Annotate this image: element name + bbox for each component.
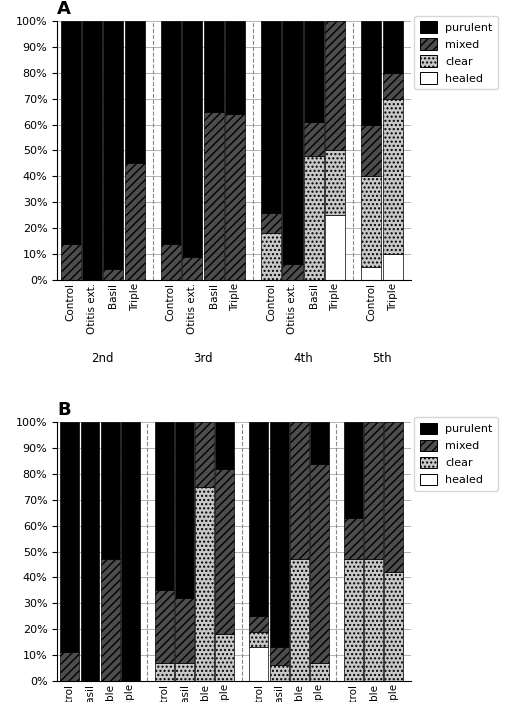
Bar: [304, 156, 324, 280]
Bar: [60, 422, 79, 652]
Bar: [175, 598, 194, 663]
Bar: [361, 21, 381, 124]
Bar: [361, 124, 381, 176]
Bar: [204, 21, 224, 112]
Bar: [269, 647, 289, 665]
Bar: [325, 150, 345, 215]
Text: 2nd: 2nd: [92, 352, 114, 365]
Bar: [304, 122, 324, 156]
Bar: [125, 21, 145, 164]
Text: 3rd: 3rd: [193, 352, 213, 365]
Bar: [103, 21, 123, 270]
Bar: [384, 422, 403, 572]
Bar: [290, 559, 309, 681]
Bar: [250, 616, 268, 632]
Bar: [195, 487, 214, 681]
Bar: [101, 559, 120, 681]
Bar: [269, 422, 289, 647]
Bar: [250, 632, 268, 647]
Bar: [182, 21, 202, 256]
Bar: [364, 422, 383, 559]
Bar: [361, 267, 381, 280]
Bar: [304, 21, 324, 122]
Bar: [250, 422, 268, 616]
Bar: [261, 213, 281, 233]
Bar: [161, 244, 181, 280]
Bar: [282, 265, 303, 280]
Bar: [103, 270, 123, 280]
Bar: [155, 422, 174, 590]
Bar: [383, 99, 403, 254]
Bar: [82, 21, 102, 280]
Legend: purulent, mixed, clear, healed: purulent, mixed, clear, healed: [414, 417, 498, 491]
Bar: [344, 518, 363, 559]
Bar: [225, 114, 245, 280]
Bar: [383, 73, 403, 99]
Bar: [215, 635, 235, 681]
Bar: [125, 164, 145, 280]
Bar: [225, 21, 245, 114]
Bar: [310, 422, 329, 463]
Bar: [121, 422, 140, 681]
Text: 4th: 4th: [293, 352, 313, 365]
Bar: [384, 572, 403, 681]
Bar: [261, 21, 281, 213]
Bar: [325, 215, 345, 280]
Bar: [383, 254, 403, 280]
Bar: [175, 663, 194, 681]
Bar: [60, 21, 81, 244]
Bar: [204, 112, 224, 280]
Bar: [175, 422, 194, 598]
Bar: [215, 469, 235, 635]
Bar: [155, 590, 174, 663]
Bar: [361, 176, 381, 267]
Bar: [310, 663, 329, 681]
Bar: [60, 652, 79, 681]
Text: B: B: [57, 402, 71, 419]
Bar: [101, 422, 120, 559]
Bar: [155, 663, 174, 681]
Bar: [261, 233, 281, 280]
Bar: [269, 665, 289, 681]
Bar: [325, 21, 345, 150]
Bar: [161, 21, 181, 244]
Bar: [195, 422, 214, 487]
Bar: [290, 422, 309, 559]
Bar: [344, 559, 363, 681]
Bar: [344, 422, 363, 518]
Bar: [282, 21, 303, 265]
Text: 5th: 5th: [372, 352, 392, 365]
Bar: [60, 244, 81, 280]
Bar: [364, 559, 383, 681]
Text: A: A: [57, 0, 71, 18]
Legend: purulent, mixed, clear, healed: purulent, mixed, clear, healed: [414, 16, 498, 89]
Bar: [250, 647, 268, 681]
Bar: [81, 422, 99, 681]
Bar: [215, 422, 235, 469]
Bar: [182, 256, 202, 280]
Bar: [310, 463, 329, 663]
Bar: [383, 21, 403, 73]
